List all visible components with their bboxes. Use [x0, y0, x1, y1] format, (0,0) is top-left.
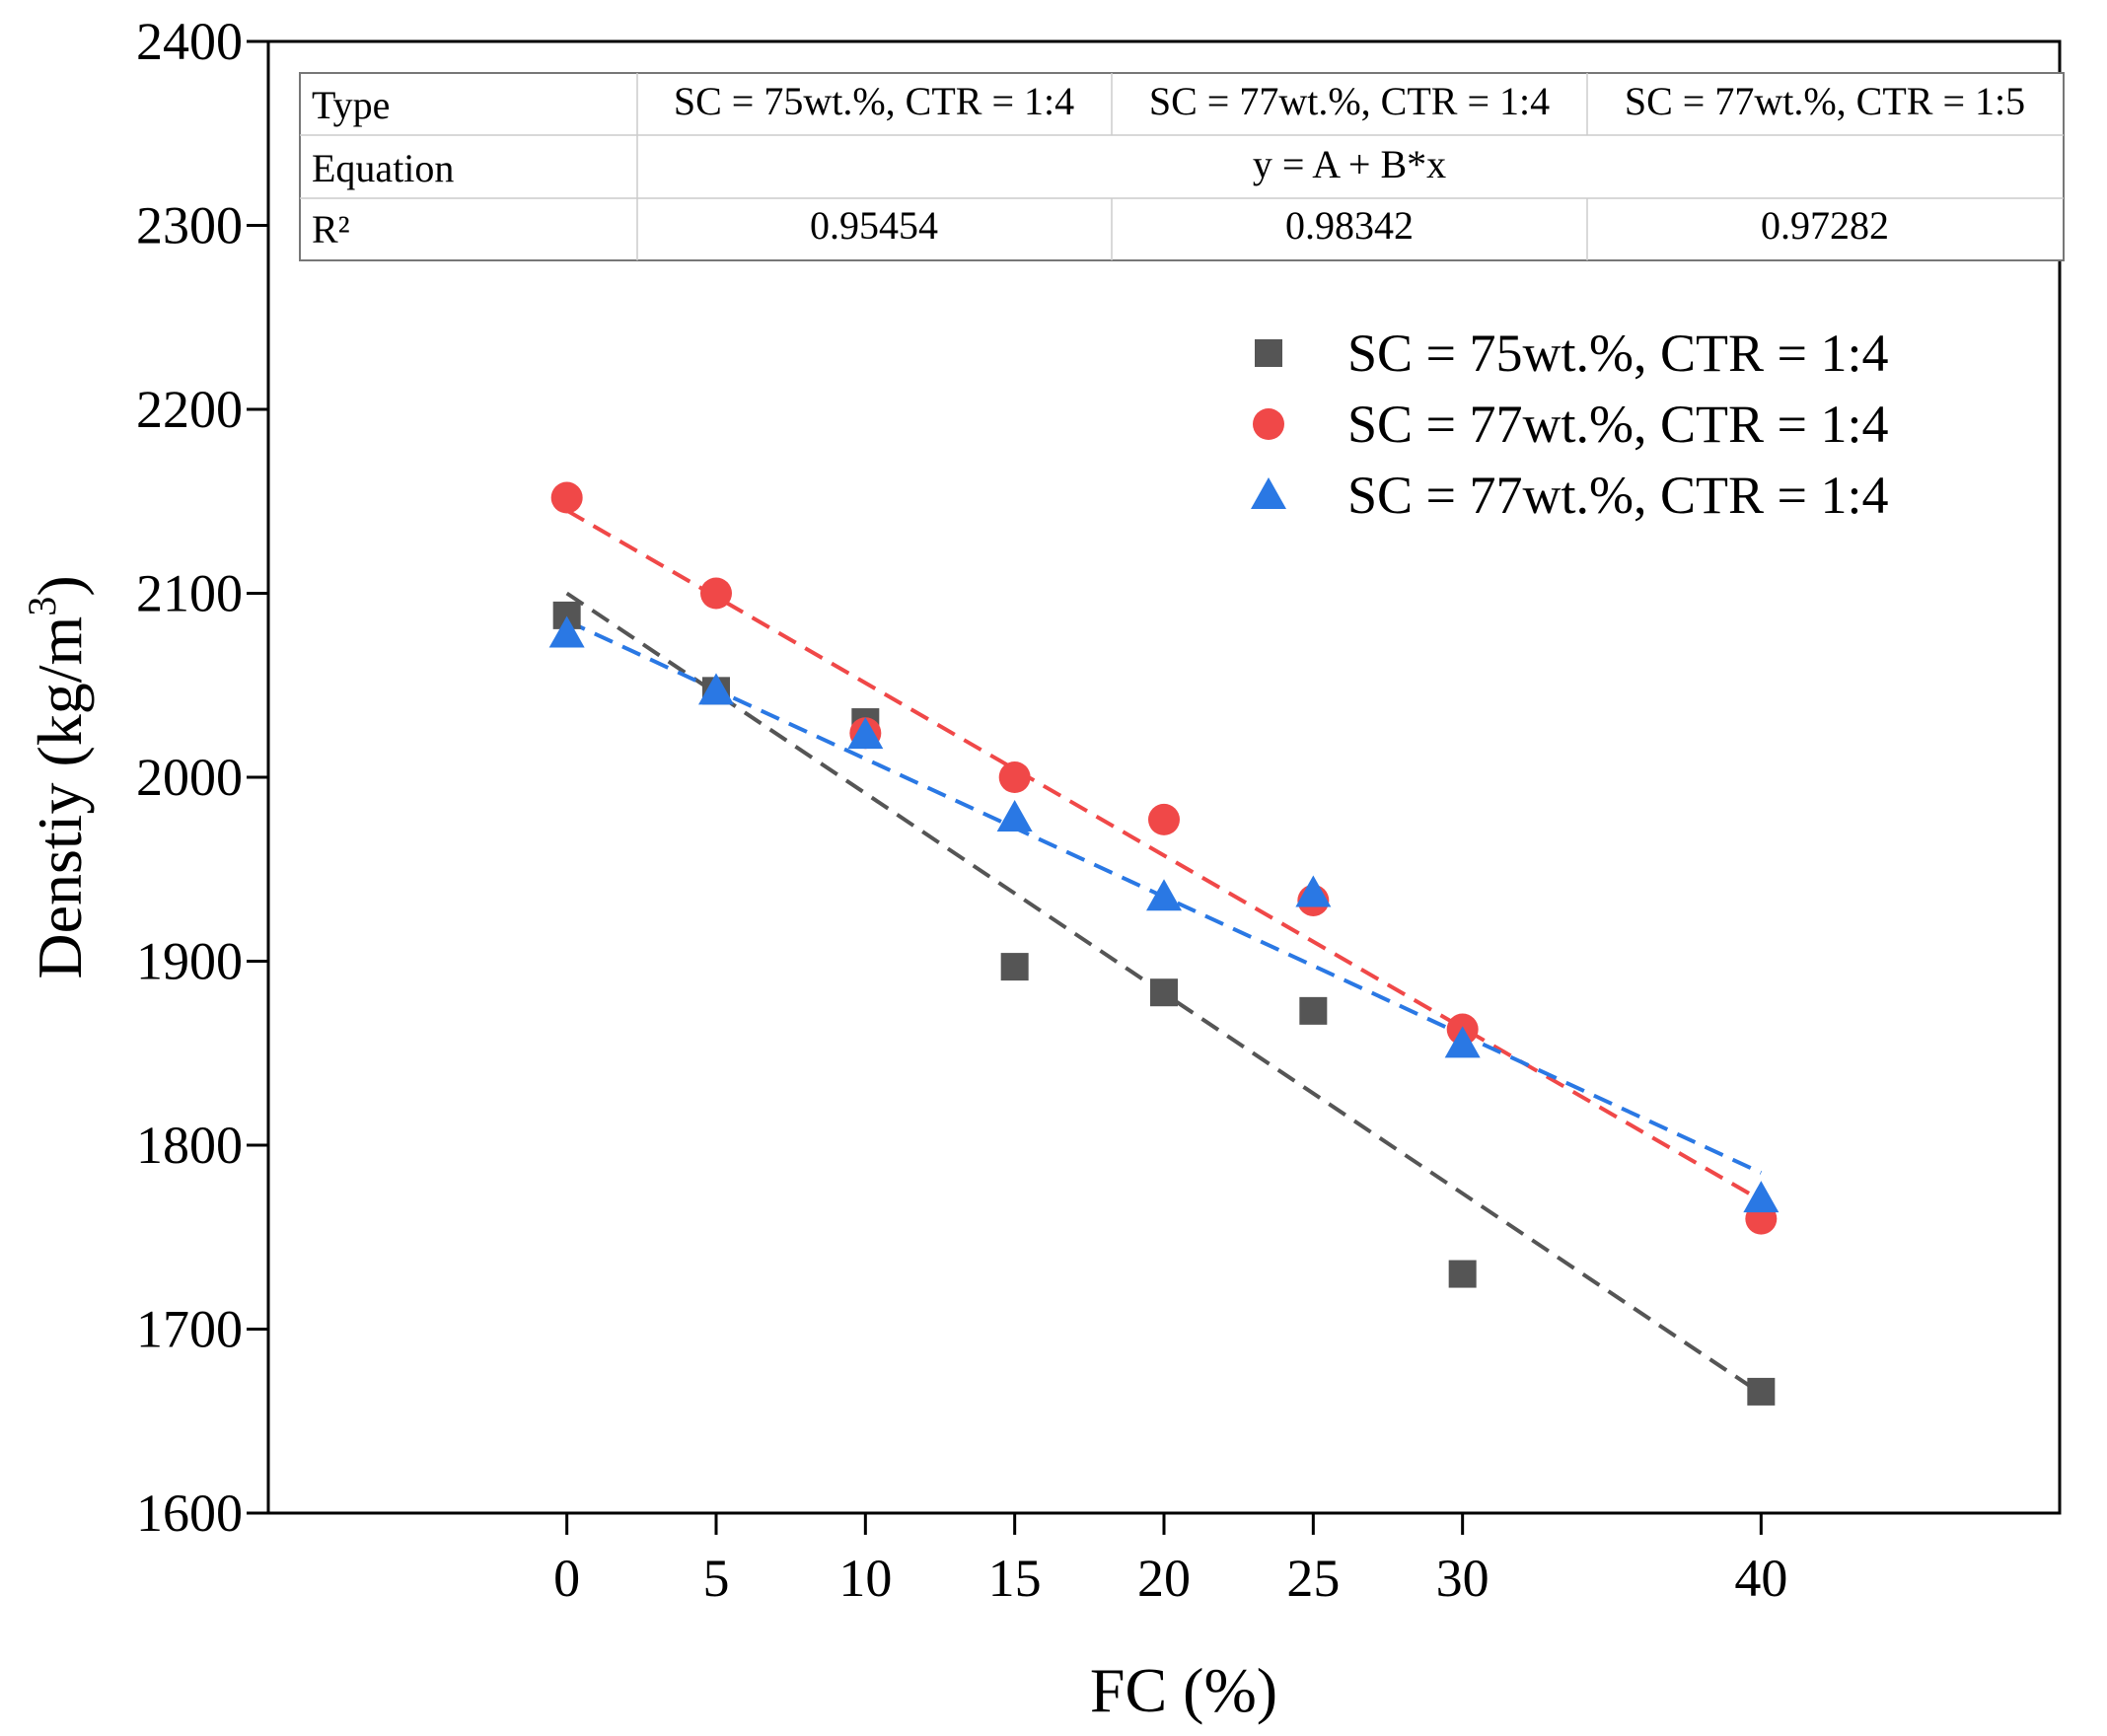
y-tick-label: 1800: [136, 1116, 243, 1175]
data-point-series-2: [700, 577, 732, 610]
fit-table-type-3: SC = 77wt.%, CTR = 1:5: [1625, 79, 2025, 123]
plot-frame: [266, 39, 2062, 1515]
data-point-series-1: [1000, 953, 1029, 981]
fit-lines: [565, 508, 1763, 1396]
y-tick-label: 1900: [136, 932, 243, 991]
fit-table-r2-2: 0.98342: [1285, 203, 1414, 248]
y-tick-label: 2400: [136, 12, 243, 71]
fit-table-row-label-r2: R²: [312, 207, 350, 252]
x-axis-title: FC (%): [1090, 1655, 1277, 1725]
data-point-series-3: [1295, 875, 1332, 907]
y-axis-title: Denstiy (kg/m3): [20, 575, 95, 978]
x-tick-label: 30: [1436, 1549, 1489, 1608]
data-point-series-1: [1747, 1377, 1776, 1406]
legend-label-series-2: SC = 77wt.%, CTR = 1:4: [1347, 395, 1888, 454]
x-tick-label: 20: [1137, 1549, 1191, 1608]
legend-marker-series-3: [1251, 477, 1286, 509]
legend-label-series-3: SC = 77wt.%, CTR = 1:4: [1347, 466, 1888, 525]
legend: SC = 75wt.%, CTR = 1:4 SC = 77wt.%, CTR =…: [1251, 324, 1888, 525]
data-point-series-3: [698, 673, 734, 705]
fit-table-border: [299, 72, 2065, 261]
x-tick-label: 15: [988, 1549, 1042, 1608]
data-point-series-1: [1299, 996, 1328, 1025]
data-point-series-3: [548, 615, 585, 648]
y-tick-label: 1700: [136, 1300, 243, 1359]
data-point-series-3: [1146, 879, 1182, 911]
y-axis-title-superscript: 3: [20, 597, 64, 616]
data-point-series-2: [998, 761, 1031, 793]
fit-table-row-label-type: Type: [312, 83, 390, 127]
fit-line-series-2: [565, 508, 1763, 1202]
y-tick-label: 2000: [136, 748, 243, 807]
y-tick-label: 1600: [136, 1483, 243, 1543]
x-tick-label: 25: [1286, 1549, 1340, 1608]
fit-table-type-2: SC = 77wt.%, CTR = 1:4: [1149, 79, 1550, 123]
fit-table-row-label-equation: Equation: [312, 146, 454, 190]
y-axis: 1600 1700 1800 1900 2000 2100 2200 2300 2400: [136, 12, 268, 1543]
data-point-series-3: [1743, 1181, 1780, 1213]
legend-marker-series-2: [1253, 408, 1284, 440]
data-point-series-2: [1148, 803, 1180, 835]
y-axis-title-close: ): [25, 575, 95, 596]
x-tick-label: 5: [703, 1549, 730, 1608]
x-tick-label: 40: [1734, 1549, 1787, 1608]
data-point-series-1: [1448, 1260, 1477, 1288]
x-tick-label: 0: [553, 1549, 580, 1608]
fit-table-r2-1: 0.95454: [810, 203, 938, 248]
y-tick-label: 2100: [136, 564, 243, 623]
data-point-series-3: [847, 717, 884, 750]
y-tick-label: 2300: [136, 196, 243, 255]
fit-table-type-1: SC = 75wt.%, CTR = 1:4: [674, 79, 1074, 123]
x-axis: 0 5 10 15 20 25 30 40: [553, 1513, 1787, 1608]
data-point-series-3: [1444, 1026, 1481, 1058]
legend-label-series-1: SC = 75wt.%, CTR = 1:4: [1347, 324, 1888, 383]
data-point-series-2: [550, 481, 583, 514]
legend-marker-series-1: [1255, 339, 1282, 367]
data-point-series-3: [996, 800, 1033, 832]
y-tick-label: 2200: [136, 380, 243, 439]
fit-table-r2-3: 0.97282: [1761, 203, 1889, 248]
fit-table-equation: y = A + B*x: [1253, 142, 1446, 186]
x-tick-label: 10: [838, 1549, 892, 1608]
y-axis-title-main: Denstiy (kg/m: [25, 616, 95, 979]
data-point-series-1: [1150, 978, 1178, 1007]
data-markers: [548, 481, 1780, 1406]
fit-table: Type Equation R² SC = 75wt.%, CTR = 1:4 …: [299, 72, 2065, 261]
